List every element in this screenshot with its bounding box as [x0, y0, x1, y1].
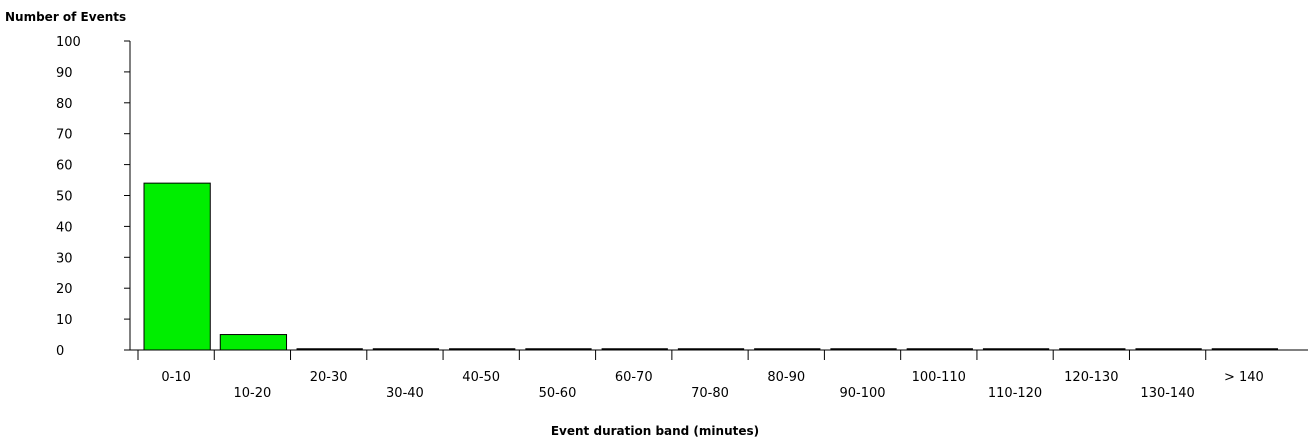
- y-tick-label: 80: [56, 97, 73, 112]
- y-tick-label: 30: [56, 251, 73, 266]
- x-tick-label: 60-70: [615, 370, 653, 385]
- x-tick-label: 10-20: [234, 386, 272, 401]
- x-tick-label: 40-50: [462, 370, 500, 385]
- bar: [219, 334, 288, 351]
- y-tick-label: 40: [56, 220, 73, 235]
- x-tick-label: 0-10: [161, 370, 191, 385]
- x-axis-label: Event duration band (minutes): [550, 424, 760, 438]
- x-tick-label: 90-100: [840, 386, 886, 401]
- x-tick-label: 70-80: [691, 386, 729, 401]
- x-tick-label: 100-110: [912, 370, 966, 385]
- y-tick-label: 10: [56, 313, 73, 328]
- y-tick-label: 70: [56, 128, 73, 143]
- x-tick-label: 30-40: [386, 386, 424, 401]
- y-tick-label: 90: [56, 66, 73, 81]
- x-tick-label: 110-120: [988, 386, 1042, 401]
- x-tick-label: 130-140: [1140, 386, 1194, 401]
- y-tick-label: 100: [56, 35, 81, 50]
- x-tick-label: 20-30: [310, 370, 348, 385]
- x-tick-label: > 140: [1224, 370, 1264, 385]
- y-axis-label: Number of Events: [5, 10, 127, 24]
- bar: [143, 182, 211, 351]
- y-tick-label: 60: [56, 159, 73, 174]
- x-tick-label: 80-90: [767, 370, 805, 385]
- y-tick-label: 50: [56, 190, 73, 205]
- x-tick-label: 120-130: [1064, 370, 1118, 385]
- x-tick-label: 50-60: [539, 386, 577, 401]
- y-tick-label: 20: [56, 282, 73, 297]
- y-tick-label: 0: [56, 344, 64, 359]
